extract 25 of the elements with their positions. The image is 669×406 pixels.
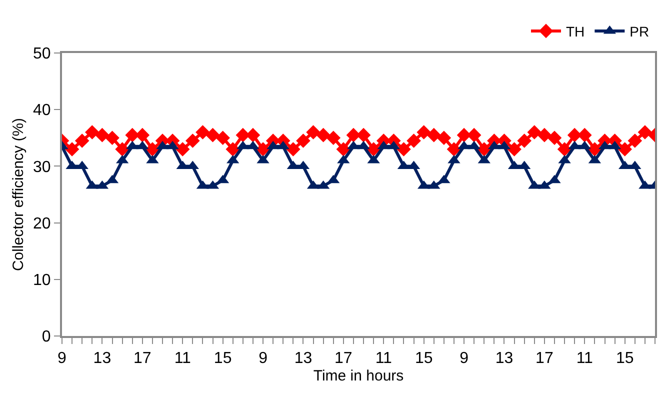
y-tick-label: 0 xyxy=(42,328,51,346)
y-tick-label: 10 xyxy=(33,272,51,289)
x-tick-label: 11 xyxy=(576,350,594,368)
x-tick-label: 15 xyxy=(616,350,634,368)
x-axis-title: Time in hours xyxy=(313,368,404,385)
x-tick-label: 9 xyxy=(258,350,268,368)
x-tick-label: 13 xyxy=(294,350,312,368)
x-tick-label: 17 xyxy=(334,350,352,368)
x-tick-label: 15 xyxy=(214,350,232,368)
legend-label: PR xyxy=(630,23,650,40)
x-tick-label: 13 xyxy=(495,350,514,368)
y-axis-title: Collector efficiency (%) xyxy=(10,118,27,272)
x-tick-label: 9 xyxy=(58,350,67,368)
x-tick-label: 17 xyxy=(536,350,554,368)
x-tick-label: 9 xyxy=(460,350,469,368)
y-tick-label: 40 xyxy=(33,102,51,120)
y-tick-label: 30 xyxy=(33,158,51,176)
legend-label: TH xyxy=(566,23,585,40)
x-tick-label: 11 xyxy=(174,350,192,368)
x-tick-label: 13 xyxy=(93,350,112,368)
x-tick-label: 11 xyxy=(375,350,392,368)
y-tick-label: 50 xyxy=(33,46,51,63)
x-tick-label: 15 xyxy=(414,350,433,368)
y-tick-label: 20 xyxy=(33,215,51,232)
x-tick-label: 17 xyxy=(134,350,152,368)
